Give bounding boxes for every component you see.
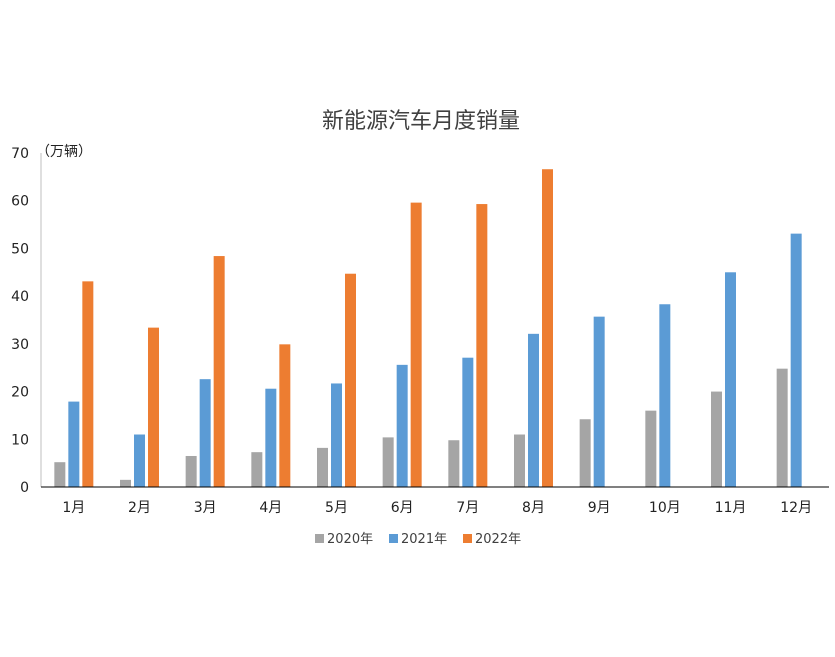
bar-2022年-4月 (279, 344, 291, 487)
bar-2020年-12月 (776, 368, 788, 487)
bar-2021年-5月 (331, 383, 342, 487)
y-axis-unit-label: （万辆） (36, 144, 92, 160)
y-tick-label: 50 (11, 241, 29, 257)
bar-2021年-11月 (725, 272, 736, 487)
bar-2022年-7月 (476, 204, 488, 487)
x-tick-label: 4月 (259, 500, 282, 516)
bar-2020年-8月 (514, 434, 525, 487)
bar-2021年-9月 (593, 316, 605, 487)
x-tick-label: 11月 (715, 500, 747, 516)
y-tick-label: 30 (11, 337, 29, 353)
bar-2021年-3月 (199, 379, 211, 487)
legend-label: 2022年 (475, 532, 521, 547)
x-tick-label: 6月 (391, 500, 414, 516)
bar-2022年-5月 (345, 273, 356, 487)
bar-2022年-1月 (82, 281, 94, 487)
x-tick-label: 1月 (62, 500, 85, 516)
bar-2020年-1月 (54, 462, 66, 487)
bar-2021年-12月 (790, 233, 802, 487)
x-tick-label: 7月 (456, 500, 479, 516)
legend: 2020年 2021年 2022年 (315, 532, 521, 547)
x-axis-ticks: 1月 2月 3月 4月 5月 6月 7月 8月 9月 10月 11月 12月 (62, 500, 812, 516)
y-tick-label: 0 (20, 480, 29, 496)
chart-title: 新能源汽车月度销量 (322, 109, 520, 134)
y-tick-label: 40 (11, 289, 29, 305)
bar-2020年-3月 (185, 455, 197, 487)
bar-2022年-6月 (410, 202, 422, 487)
bar-2022年-2月 (148, 327, 159, 487)
bar-2021年-2月 (134, 434, 145, 487)
bar-2020年-7月 (448, 440, 460, 487)
legend-label: 2020年 (327, 532, 373, 547)
bar-series (54, 169, 802, 488)
bar-2021年-10月 (659, 304, 671, 487)
legend-label: 2021年 (401, 532, 447, 547)
bar-2021年-7月 (462, 357, 474, 487)
bar-2020年-5月 (317, 447, 328, 487)
x-tick-label: 2月 (128, 500, 151, 516)
bar-2020年-4月 (251, 452, 263, 487)
x-tick-label: 12月 (780, 500, 812, 516)
bar-2020年-9月 (579, 419, 591, 487)
legend-swatch (463, 534, 472, 543)
bar-2021年-1月 (68, 401, 80, 487)
bar-2020年-6月 (382, 437, 394, 487)
bar-2020年-11月 (711, 391, 722, 487)
x-tick-label: 8月 (522, 500, 545, 516)
x-tick-label: 9月 (588, 500, 611, 516)
bar-2022年-3月 (213, 256, 225, 487)
x-tick-label: 5月 (325, 500, 348, 516)
y-tick-label: 60 (11, 194, 29, 210)
bar-2020年-10月 (645, 410, 657, 487)
bar-2021年-8月 (528, 333, 539, 487)
bar-2022年-8月 (542, 169, 553, 488)
x-tick-label: 3月 (194, 500, 217, 516)
y-tick-label: 20 (11, 385, 29, 401)
x-tick-label: 10月 (649, 500, 681, 516)
bar-2021年-6月 (396, 364, 408, 487)
y-tick-label: 10 (11, 432, 29, 448)
legend-swatch (389, 534, 398, 543)
legend-swatch (315, 534, 324, 543)
bar-2020年-2月 (120, 479, 131, 487)
y-tick-label: 70 (11, 146, 29, 162)
y-axis-ticks: 0 10 20 30 40 50 60 70 (11, 146, 29, 496)
bar-2021年-4月 (265, 388, 277, 487)
